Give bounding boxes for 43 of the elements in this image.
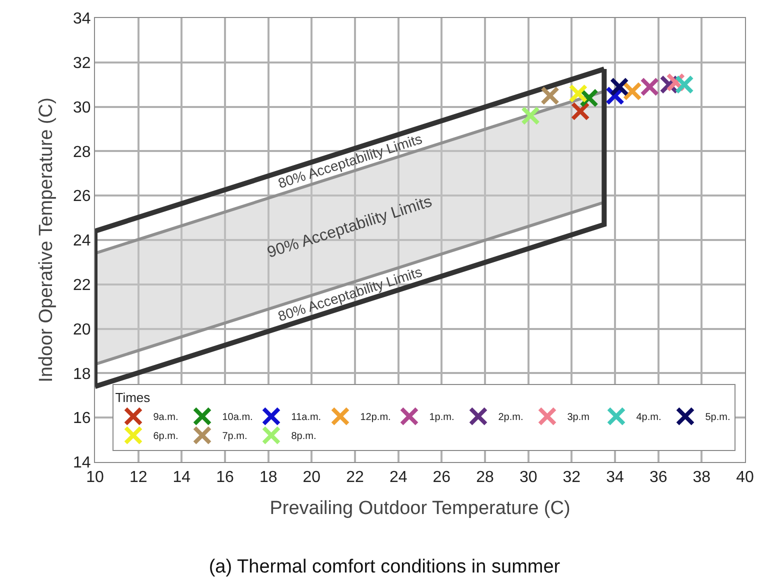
- x-tick-label: 30: [519, 469, 538, 486]
- x-tick-label: 12: [129, 469, 148, 486]
- x-tick-label: 26: [432, 469, 451, 486]
- x-tick-label: 24: [389, 469, 408, 486]
- legend-label: 9a.m.: [153, 412, 178, 424]
- legend-label: 3p.m: [567, 412, 590, 424]
- y-tick-label: 26: [73, 188, 91, 206]
- x-tick-label: 20: [302, 469, 321, 486]
- legend-label: 7p.m.: [222, 431, 248, 442]
- y-tick-label: 18: [73, 366, 91, 383]
- y-tick-label: 16: [73, 410, 91, 428]
- x-tick-label: 38: [692, 469, 711, 486]
- legend-label: 2p.m.: [498, 412, 524, 424]
- legend-label: 4p.m.: [636, 412, 662, 424]
- y-tick-label: 32: [73, 55, 91, 72]
- x-tick-label: 34: [606, 469, 624, 486]
- x-tick-label: 10: [86, 469, 104, 486]
- text: (a) Thermal comfort conditions in summer: [208, 556, 561, 578]
- x-tick-label: 28: [476, 469, 494, 486]
- x-tick-label: 16: [216, 469, 234, 486]
- legend-label: 8p.m.: [291, 431, 316, 442]
- y-tick-label: 30: [73, 99, 91, 116]
- y-tick-label: 14: [73, 454, 91, 472]
- legend-label: 6p.m.: [153, 431, 178, 442]
- x-tick-label: 32: [562, 469, 581, 486]
- y-tick-label: 20: [73, 321, 91, 338]
- legend-label: 5p.m.: [705, 412, 730, 424]
- x-tick-label: 18: [259, 469, 278, 486]
- legend-label: 11a.m.: [291, 412, 322, 424]
- x-tick-label: 14: [172, 469, 191, 486]
- y-tick-label: 22: [73, 277, 91, 294]
- x-tick-label: 40: [736, 469, 754, 486]
- legend-title: Times: [115, 390, 151, 405]
- legend-label: 10a.m.: [222, 412, 253, 424]
- y-tick-label: 28: [73, 144, 91, 161]
- x-tick-label: 22: [346, 469, 364, 486]
- legend-label: 12p.m.: [360, 412, 391, 424]
- x-axis-title: Prevailing Outdoor Temperature (C): [270, 498, 570, 519]
- legend-label: 1p.m.: [429, 412, 454, 424]
- y-axis-title: Indoor Operative Temperature (C): [36, 98, 57, 382]
- y-tick-label: 34: [73, 10, 91, 28]
- y-tick-label: 24: [73, 232, 91, 250]
- x-tick-label: 36: [649, 469, 668, 486]
